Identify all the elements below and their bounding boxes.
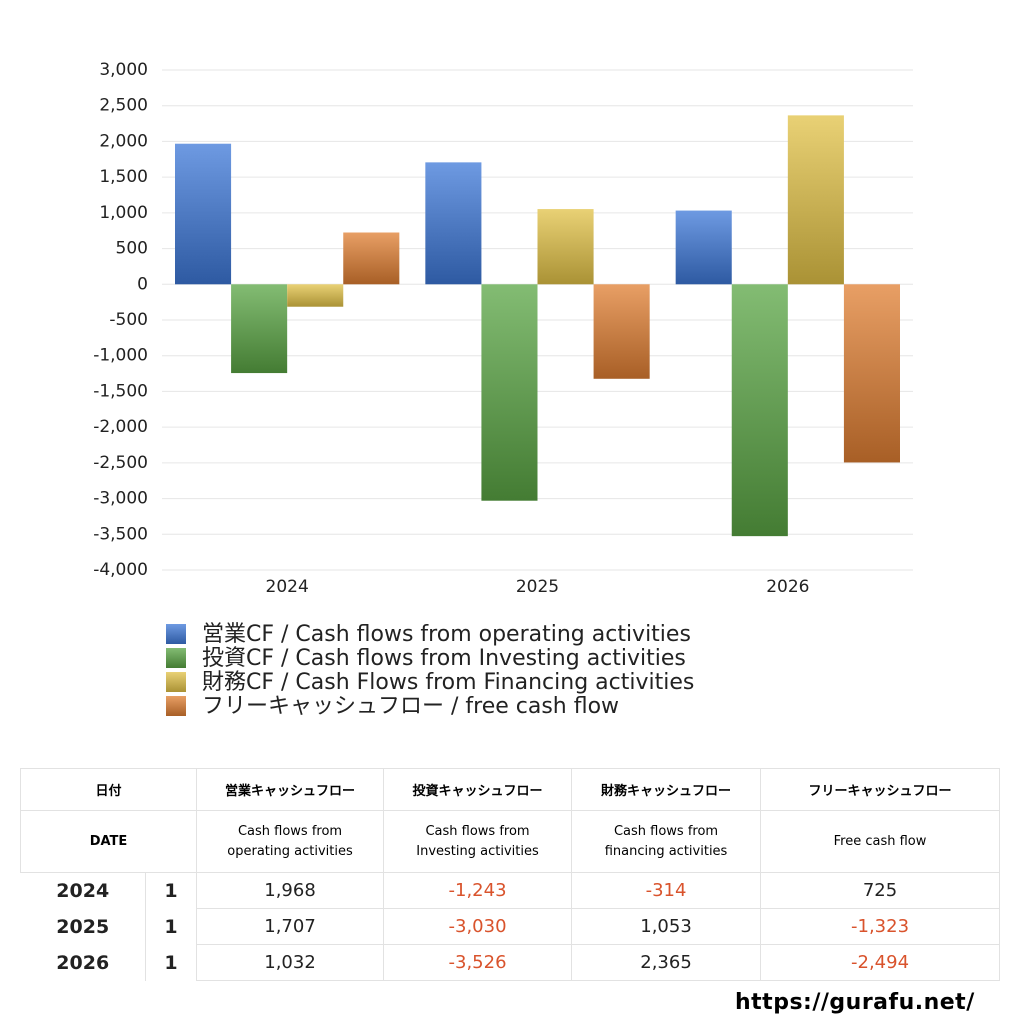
table-cell: -3,526 xyxy=(383,944,573,981)
y-tick-label: -1,000 xyxy=(93,346,148,366)
header-cell: 財務キャッシュフロー xyxy=(571,768,762,811)
y-tick-label: 500 xyxy=(116,239,148,259)
legend-label: 財務CF / Cash Flows from Financing activit… xyxy=(202,670,694,695)
data-row: 2024 1 1,968 -1,243 -314 725 xyxy=(20,872,1001,909)
x-tick-label: 2025 xyxy=(516,577,559,597)
table-cell: 1 xyxy=(144,944,198,981)
y-tick-label: -1,500 xyxy=(93,381,148,401)
table-cell: 2,365 xyxy=(571,944,762,981)
header-cell: 日付 xyxy=(19,768,198,811)
legend-swatch xyxy=(166,648,186,668)
chart: 3,000 2,500 2,000 1,500 1,000 500 0 -500 -1,000 -… xyxy=(93,60,913,719)
header-row: DATE Cash flows from operating activitie… xyxy=(19,810,1001,873)
header-cell: DATE xyxy=(19,810,198,873)
y-tick-label: -4,000 xyxy=(93,560,148,580)
table-cell: 1 xyxy=(144,908,198,945)
legend-label: 営業CF / Cash flows from operating activit… xyxy=(202,622,691,647)
table-cell: 1,968 xyxy=(196,872,385,909)
header-cell: 投資キャッシュフロー xyxy=(383,768,573,811)
y-tick-label: 1,500 xyxy=(99,167,148,187)
table-cell: 2025 xyxy=(20,908,146,945)
y-tick-label: -500 xyxy=(109,310,148,330)
bar xyxy=(425,162,482,285)
table-cell: -1,243 xyxy=(383,872,573,909)
legend-swatch xyxy=(166,672,186,692)
table-cell: 1,032 xyxy=(196,944,385,981)
y-tick-label: -3,500 xyxy=(93,524,148,544)
header-cell: Cash flows from Investing activities xyxy=(383,810,573,873)
bar xyxy=(231,284,288,374)
data-row: 2025 1 1,707 -3,030 1,053 -1,323 xyxy=(20,908,1001,945)
header-cell: Cash flows from financing activities xyxy=(571,810,762,873)
table-cell: 725 xyxy=(760,872,1001,909)
y-tick-label: 3,000 xyxy=(99,60,148,80)
y-tick-label: 0 xyxy=(137,274,148,294)
data-table: 日付 営業キャッシュフロー 投資キャッシュフロー 財務キャッシュフロー フリーキ… xyxy=(19,768,1001,981)
bar xyxy=(537,209,594,285)
table-cell: 1,707 xyxy=(196,908,385,945)
table-cell: -3,030 xyxy=(383,908,573,945)
bar xyxy=(343,232,400,285)
bar xyxy=(593,284,650,379)
y-tick-label: -2,500 xyxy=(93,453,148,473)
legend-swatch xyxy=(166,696,186,716)
bar xyxy=(843,284,900,463)
y-tick-label: 2,500 xyxy=(99,96,148,116)
header-cell: Cash flows from operating activities xyxy=(196,810,385,873)
x-tick-label: 2024 xyxy=(266,577,309,597)
y-tick-label: -3,000 xyxy=(93,489,148,509)
table-cell: -314 xyxy=(571,872,762,909)
site-url: https://gurafu.net/ xyxy=(735,990,975,1015)
header-cell: フリーキャッシュフロー xyxy=(760,768,1001,811)
header-cell: 営業キャッシュフロー xyxy=(196,768,385,811)
y-tick-label: 1,000 xyxy=(99,203,148,223)
table-cell: 2026 xyxy=(20,944,146,981)
bar xyxy=(481,284,538,501)
x-tick-label: 2026 xyxy=(766,577,809,597)
table-cell: -1,323 xyxy=(760,908,1001,945)
legend-swatch xyxy=(166,624,186,644)
y-tick-label: -2,000 xyxy=(93,417,148,437)
legend-label: 投資CF / Cash flows from Investing activit… xyxy=(202,646,686,671)
bar xyxy=(287,284,344,307)
table-cell: -2,494 xyxy=(760,944,1001,981)
header-cell: Free cash flow xyxy=(760,810,1001,873)
table-cell: 1 xyxy=(144,872,198,909)
legend-label: フリーキャッシュフロー / free cash flow xyxy=(202,694,619,719)
bar xyxy=(731,284,788,537)
bar xyxy=(175,143,232,285)
y-tick-label: 2,000 xyxy=(99,131,148,151)
header-row: 日付 営業キャッシュフロー 投資キャッシュフロー 財務キャッシュフロー フリーキ… xyxy=(19,768,1001,811)
bar xyxy=(787,115,844,285)
bar xyxy=(675,210,732,285)
table-cell: 2024 xyxy=(20,872,146,909)
data-row: 2026 1 1,032 -3,526 2,365 -2,494 xyxy=(20,944,1001,981)
table-cell: 1,053 xyxy=(571,908,762,945)
